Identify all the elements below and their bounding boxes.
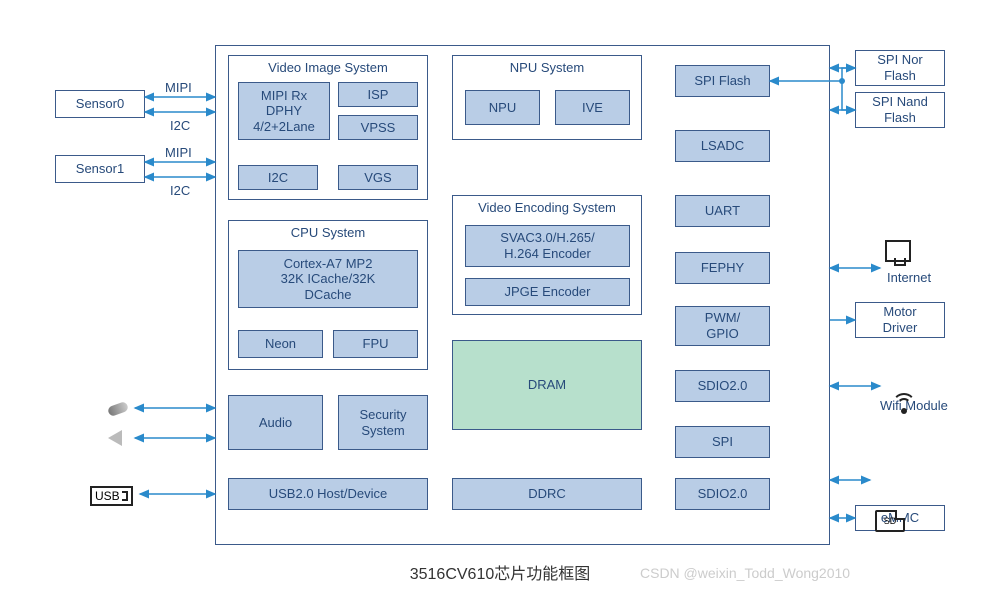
- block-sec: Security System: [338, 395, 428, 450]
- block-uart: UART: [675, 195, 770, 227]
- group-title: Video Image System: [229, 56, 427, 75]
- block-audio: Audio: [228, 395, 323, 450]
- wifi-icon: [890, 394, 918, 414]
- block-isp: ISP: [338, 82, 418, 107]
- block-dram: DRAM: [452, 340, 642, 430]
- rj45-icon: [885, 240, 911, 262]
- block-usb: USB2.0 Host/Device: [228, 478, 428, 510]
- block-mipiRx: MIPI Rx DPHY 4/2+2Lane: [238, 82, 330, 140]
- block-i2c: I2C: [238, 165, 318, 190]
- usb-icon: USB: [90, 486, 133, 506]
- block-ive: IVE: [555, 90, 630, 125]
- block-fephy: FEPHY: [675, 252, 770, 284]
- block-vgs: VGS: [338, 165, 418, 190]
- ext-sensor1: Sensor1: [55, 155, 145, 183]
- block-npuB: NPU: [465, 90, 540, 125]
- caption: 3516CV610芯片功能框图: [350, 560, 650, 584]
- if-label: MIPI: [165, 80, 192, 95]
- block-a7: Cortex-A7 MP2 32K ICache/32K DCache: [238, 250, 418, 308]
- block-jpge: JPGE Encoder: [465, 278, 630, 306]
- ext-sensor0: Sensor0: [55, 90, 145, 118]
- block-sdio1: SDIO2.0: [675, 370, 770, 402]
- block-spiF: SPI Flash: [675, 65, 770, 97]
- block-vpss: VPSS: [338, 115, 418, 140]
- mic-icon: [107, 401, 129, 417]
- block-lsadc: LSADC: [675, 130, 770, 162]
- watermark: CSDN @weixin_Todd_Wong2010: [640, 565, 850, 581]
- block-neon: Neon: [238, 330, 323, 358]
- group-title: NPU System: [453, 56, 641, 75]
- group-title: Video Encoding System: [453, 196, 641, 215]
- if-label: I2C: [170, 118, 190, 133]
- speaker-icon: [108, 430, 122, 446]
- ext-spiNand: SPI Nand Flash: [855, 92, 945, 128]
- if-label: MIPI: [165, 145, 192, 160]
- block-ddrc: DDRC: [452, 478, 642, 510]
- if-label: I2C: [170, 183, 190, 198]
- ext-spiNor: SPI Nor Flash: [855, 50, 945, 86]
- block-sdio2: SDIO2.0: [675, 478, 770, 510]
- block-fpu: FPU: [333, 330, 418, 358]
- block-svac: SVAC3.0/H.265/ H.264 Encoder: [465, 225, 630, 267]
- ext-label: Internet: [887, 270, 931, 285]
- ext-motor: Motor Driver: [855, 302, 945, 338]
- block-spi: SPI: [675, 426, 770, 458]
- sd-icon: SD: [875, 510, 905, 532]
- group-title: CPU System: [229, 221, 427, 240]
- block-pwm: PWM/ GPIO: [675, 306, 770, 346]
